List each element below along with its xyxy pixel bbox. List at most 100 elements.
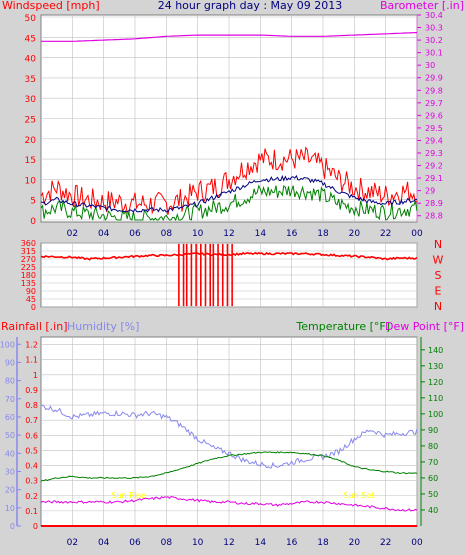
wind-tick-label: 45 [25,34,36,44]
barometer-line [41,32,418,42]
compass-label: W [433,254,444,267]
x-tick-label: 00 [411,229,423,239]
baro-tick-label: 28.8 [425,212,443,221]
direction-tick-label: 0 [31,303,36,312]
direction-tick-label: 270 [21,255,36,264]
humidity-tick-label: 50 [5,431,15,440]
rainfall-axis-title: Rainfall [.in] [1,320,68,333]
temperature-tick-label: 130 [428,362,443,371]
x-tick-label: 14 [255,229,267,239]
baro-tick-label: 30.1 [425,49,443,58]
x-tick-label: 12 [223,229,234,239]
baro-tick-label: 28.9 [425,199,443,208]
x-tick-label: 08 [161,229,173,239]
x-tick-label: 08 [161,538,173,548]
sunrise-label: Sun Rise [111,491,146,500]
rain-tick-label: 1.2 [25,341,38,350]
chart-title: 24 hour graph day : May 09 2013 [158,0,343,12]
x-tick-label: 02 [67,538,78,548]
baro-tick-label: 29 [425,187,435,196]
direction-tick-label: 45 [26,295,36,304]
rain-tick-label: 0.5 [25,446,38,455]
wind-tick-label: 5 [30,197,36,207]
temperature-tick-label: 60 [428,474,438,483]
baro-tick-label: 30.2 [425,36,443,45]
humidity-tick-label: 60 [5,413,15,422]
wind-avg10-line [40,174,418,213]
humidity-tick-label: 30 [5,467,15,476]
wind-tick-label: 50 [25,14,37,24]
wind-tick-label: 0 [30,217,36,227]
humidity-axis-title: Humidity [%] [67,320,139,333]
temperature-tick-label: 140 [428,346,443,355]
humidity-tick-label: 80 [5,377,15,386]
wind-tick-label: 30 [25,95,37,105]
temperature-tick-label: 70 [428,458,438,467]
wind-tick-label: 40 [25,55,37,65]
x-tick-label: 18 [317,538,329,548]
humidity-tick-label: 90 [5,358,15,367]
barometer-axis-title: Barometer [.in] [380,0,464,12]
baro-tick-label: 29.8 [425,86,443,95]
x-tick-label: 16 [286,229,298,239]
baro-tick-label: 30 [425,61,435,70]
direction-tick-label: 180 [21,271,36,280]
wind-direction-line [40,251,418,261]
x-tick-label: 14 [255,538,267,548]
x-tick-label: 06 [129,538,141,548]
wind-tick-label: 25 [25,116,36,126]
temperature-line [40,451,418,482]
rain-tick-label: 0.2 [25,492,38,501]
wind-tick-label: 35 [25,75,36,85]
temperature-tick-label: 110 [428,394,443,403]
x-tick-label: 06 [129,229,141,239]
humidity-tick-label: 70 [5,395,15,404]
x-tick-label: 10 [192,229,204,239]
wind-avg-line [40,184,418,222]
x-tick-label: 12 [223,538,234,548]
humidity-tick-label: 0 [10,522,15,531]
x-tick-label: 20 [349,229,361,239]
windspeed-axis-title: Windspeed [mph] [2,0,100,12]
rain-tick-label: 0.6 [25,431,38,440]
baro-tick-label: 30.3 [425,24,443,33]
humidity-tick-label: 10 [5,504,15,513]
wind-tick-label: 15 [25,156,36,166]
baro-tick-label: 29.7 [425,99,443,108]
x-tick-label: 04 [98,538,110,548]
rain-tick-label: 0.4 [25,462,38,471]
wind-gust-line [40,146,418,216]
rain-tick-label: 0 [33,522,38,531]
baro-tick-label: 29.5 [425,124,443,133]
compass-label: S [435,269,442,282]
rain-tick-label: 0.8 [25,401,38,410]
humidity-tick-label: 20 [5,486,15,495]
rain-tick-label: 0.9 [25,386,38,395]
baro-tick-label: 29.4 [425,136,443,145]
wind-tick-label: 10 [25,176,37,186]
direction-tick-label: 315 [21,247,36,256]
x-tick-label: 02 [67,229,78,239]
humidity-tick-label: 40 [5,449,15,458]
sunset-label: Sun Set [344,491,375,500]
x-tick-label: 22 [380,538,391,548]
direction-tick-label: 225 [21,263,36,272]
baro-tick-label: 29.3 [425,149,443,158]
x-tick-label: 18 [317,229,329,239]
rain-tick-label: 1 [33,371,38,380]
compass-label: N [434,238,442,251]
dewpoint-line [40,496,418,512]
temperature-axis-title: Temperature [°F] [295,320,390,333]
baro-tick-label: 29.2 [425,162,443,171]
x-tick-label: 00 [411,538,423,548]
rain-tick-label: 1.1 [25,356,38,365]
wind-tick-label: 20 [25,136,37,146]
direction-tick-label: 90 [26,287,36,296]
temperature-tick-label: 80 [428,442,438,451]
baro-tick-label: 29.1 [425,174,443,183]
humidity-line [40,404,418,469]
x-tick-label: 20 [349,538,361,548]
temperature-tick-label: 100 [428,410,443,419]
rain-tick-label: 0.3 [25,477,38,486]
